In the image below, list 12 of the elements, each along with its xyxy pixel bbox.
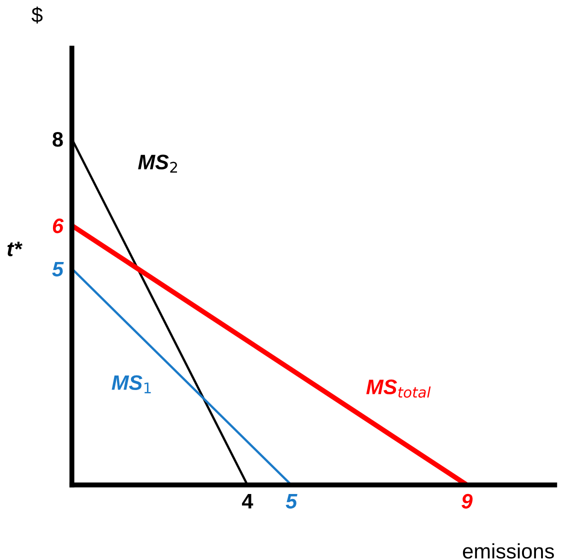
x-tick-label: 5: [286, 494, 298, 509]
x-tick-label: 9: [462, 494, 473, 509]
y-tick-label: 8: [52, 132, 63, 147]
y-axis-title: $: [32, 6, 43, 24]
text: MS$_{2}$: [138, 154, 177, 173]
x-tick-label: 4: [242, 494, 254, 508]
x-axis-title: emissions: [462, 543, 554, 559]
series-label: MS$_{1}$: [112, 375, 151, 394]
annotation: t*: [7, 242, 22, 256]
y-tick-label: 6: [52, 218, 64, 234]
series-label: MS$_{total}$: [366, 380, 431, 398]
y-tick-label: 5: [52, 262, 64, 276]
